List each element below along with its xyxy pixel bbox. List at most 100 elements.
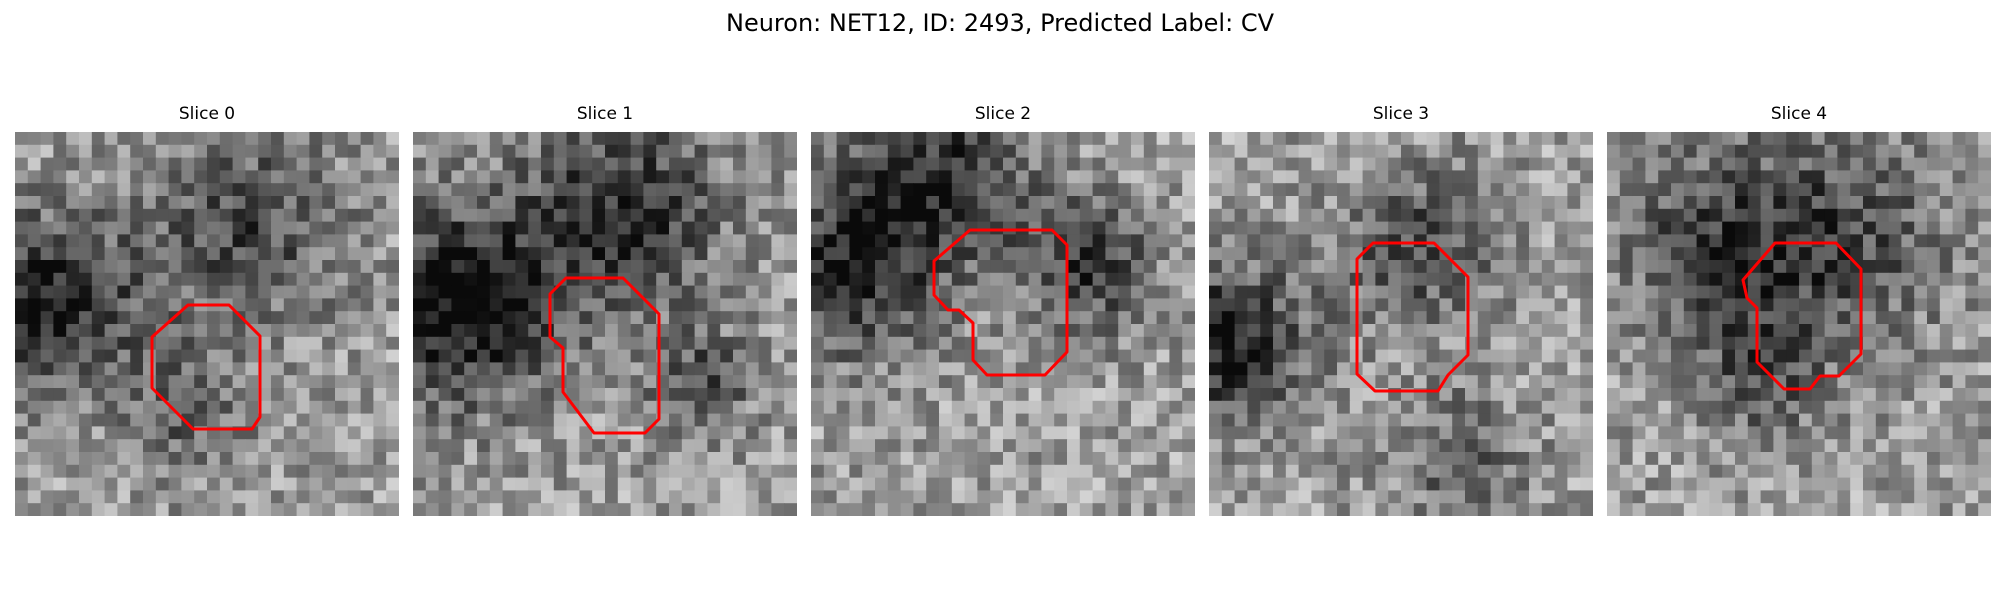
image-pixel	[79, 298, 93, 312]
image-pixel	[617, 349, 632, 363]
image-pixel	[1658, 234, 1672, 248]
image-pixel	[1888, 452, 1902, 466]
image-pixel	[849, 503, 863, 516]
image-pixel	[1773, 272, 1787, 287]
image-pixel	[1554, 183, 1568, 197]
image-pixel	[1209, 196, 1223, 210]
image-pixel	[1645, 234, 1659, 248]
image-pixel	[1516, 336, 1530, 351]
image-pixel	[296, 208, 310, 223]
image-pixel	[566, 464, 580, 479]
image-pixel	[939, 477, 953, 491]
image-pixel	[413, 196, 427, 210]
image-pixel	[1273, 477, 1287, 491]
image-pixel	[1607, 285, 1621, 299]
image-pixel	[1477, 426, 1492, 440]
image-pixel	[1786, 477, 1800, 491]
image-pixel	[219, 183, 234, 197]
image-pixel	[283, 144, 298, 159]
image-pixel	[1105, 298, 1119, 312]
slice-title: Slice 4	[1770, 104, 1828, 124]
image-pixel	[1311, 157, 1325, 171]
image-pixel	[862, 490, 876, 504]
image-pixel	[1516, 285, 1530, 299]
image-pixel	[1901, 362, 1915, 376]
image-pixel	[1529, 285, 1543, 299]
image-pixel	[758, 260, 772, 274]
image-pixel	[643, 311, 657, 325]
image-pixel	[232, 311, 246, 325]
image-pixel	[1580, 285, 1593, 299]
image-pixel	[283, 400, 298, 415]
image-pixel	[322, 503, 336, 516]
image-pixel	[386, 311, 399, 325]
image-pixel	[617, 375, 632, 389]
image-pixel	[900, 336, 914, 351]
image-pixel	[964, 452, 978, 466]
image-pixel	[875, 285, 889, 299]
image-pixel	[309, 324, 323, 338]
image-pixel	[245, 336, 259, 351]
image-pixel	[1362, 272, 1376, 287]
image-pixel	[528, 260, 542, 274]
image-pixel	[849, 388, 863, 402]
image-pixel	[413, 362, 427, 376]
image-pixel	[1632, 426, 1646, 440]
image-pixel	[1169, 349, 1183, 363]
image-pixel	[849, 336, 863, 351]
image-pixel	[1683, 183, 1698, 197]
image-pixel	[1541, 400, 1556, 415]
image-pixel	[53, 477, 67, 491]
image-pixel	[1209, 170, 1223, 184]
image-pixel	[1362, 477, 1376, 491]
image-pixel	[990, 452, 1004, 466]
image-pixel	[1092, 400, 1106, 415]
image-pixel	[630, 413, 644, 427]
image-pixel	[630, 132, 644, 146]
image-pixel	[862, 132, 876, 146]
image-pixel	[1811, 400, 1826, 415]
image-pixel	[1298, 298, 1312, 312]
image-pixel	[219, 311, 234, 325]
image-pixel	[373, 413, 387, 427]
image-pixel	[79, 208, 93, 223]
image-pixel	[464, 196, 478, 210]
image-pixel	[1247, 311, 1261, 325]
image-pixel	[271, 477, 285, 491]
image-pixel	[811, 157, 825, 171]
image-pixel	[1978, 375, 1991, 389]
image-pixel	[1773, 221, 1787, 235]
image-pixel	[990, 247, 1004, 261]
image-pixel	[669, 132, 683, 146]
image-pixel	[1490, 144, 1504, 159]
image-pixel	[1799, 183, 1813, 197]
image-pixel	[1105, 477, 1119, 491]
image-pixel	[745, 426, 760, 440]
image-pixel	[1260, 157, 1274, 171]
image-pixel	[964, 196, 978, 210]
image-pixel	[477, 234, 491, 248]
image-pixel	[1169, 477, 1183, 491]
image-pixel	[194, 349, 208, 363]
image-pixel	[1285, 464, 1300, 479]
image-pixel	[1169, 375, 1183, 389]
image-pixel	[1375, 477, 1389, 491]
image-pixel	[258, 260, 272, 274]
image-pixel	[1247, 183, 1261, 197]
image-pixel	[1003, 234, 1017, 248]
image-pixel	[1311, 388, 1325, 402]
image-pixel	[1837, 477, 1851, 491]
image-pixel	[1439, 234, 1453, 248]
image-pixel	[1209, 208, 1223, 223]
image-pixel	[438, 260, 452, 274]
image-pixel	[617, 132, 632, 146]
image-pixel	[143, 144, 157, 159]
image-pixel	[745, 183, 760, 197]
image-pixel	[1671, 349, 1685, 363]
image-pixel	[823, 452, 838, 466]
image-pixel	[413, 183, 427, 197]
image-pixel	[1041, 503, 1055, 516]
image-pixel	[811, 426, 825, 440]
image-pixel	[745, 234, 760, 248]
image-pixel	[1247, 221, 1261, 235]
